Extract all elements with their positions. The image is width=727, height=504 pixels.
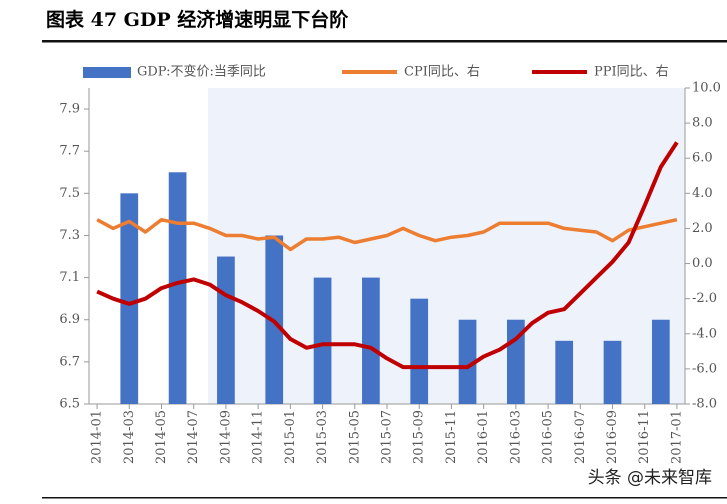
x-tick-label: 2016-03 bbox=[508, 410, 523, 464]
line bbox=[96, 141, 679, 370]
y2-tick-label: 6.0 bbox=[692, 151, 713, 166]
y-tick-label: 7.1 bbox=[59, 270, 80, 285]
bottom-rule bbox=[42, 497, 727, 499]
y2-tick-label: -6.0 bbox=[692, 361, 717, 376]
legend-swatch bbox=[83, 67, 131, 78]
x-tick-label: 2016-09 bbox=[605, 410, 620, 464]
bar bbox=[168, 172, 187, 404]
y2-tick-label: 4.0 bbox=[692, 186, 713, 201]
legend-label: PPI同比、右 bbox=[594, 65, 669, 80]
x-tick-label: 2015-11 bbox=[444, 410, 459, 464]
bar bbox=[120, 193, 139, 404]
x-tick-label: 2017-01 bbox=[669, 410, 684, 464]
x-tick-label: 2016-01 bbox=[476, 410, 491, 464]
bar bbox=[555, 340, 574, 404]
x-tick-label: 2016-05 bbox=[541, 410, 556, 464]
x-tick-label: 2015-05 bbox=[347, 410, 362, 464]
y-tick-label: 7.9 bbox=[59, 102, 80, 117]
x-tick-label: 2015-03 bbox=[315, 410, 330, 464]
legend-label: GDP:不变价:当季同比 bbox=[137, 64, 266, 80]
x-tick-label: 2014-11 bbox=[251, 410, 266, 464]
y2-tick-label: 0.0 bbox=[692, 256, 713, 271]
x-tick-label: 2014-01 bbox=[90, 410, 105, 464]
y-tick-label: 6.7 bbox=[59, 354, 80, 369]
x-tick-label: 2015-07 bbox=[380, 410, 395, 464]
x-tick-label: 2014-03 bbox=[122, 410, 137, 464]
title-rule bbox=[42, 40, 727, 43]
chart-title: 图表 47 GDP 经济增速明显下台阶 bbox=[46, 8, 349, 31]
x-tick-label: 2014-07 bbox=[186, 410, 201, 464]
bar bbox=[651, 319, 670, 404]
line bbox=[96, 217, 678, 252]
bar bbox=[410, 298, 429, 404]
bar bbox=[313, 277, 332, 404]
legend-label: CPI同比、右 bbox=[404, 65, 480, 80]
y2-tick-label: 8.0 bbox=[692, 116, 713, 131]
x-tick-label: 2015-01 bbox=[283, 410, 298, 464]
bar bbox=[458, 319, 477, 404]
bar bbox=[603, 340, 622, 404]
y2-tick-label: -8.0 bbox=[692, 397, 717, 412]
bar bbox=[217, 256, 235, 404]
watermark: 头条 @未来智库 bbox=[588, 468, 712, 488]
y-tick-label: 7.7 bbox=[59, 144, 80, 159]
y-tick-label: 6.9 bbox=[59, 312, 80, 327]
y-tick-label: 6.5 bbox=[59, 397, 80, 412]
x-tick-label: 2014-09 bbox=[218, 410, 233, 464]
bar bbox=[362, 277, 380, 404]
x-tick-label: 2015-09 bbox=[412, 410, 427, 464]
y2-tick-label: 2.0 bbox=[692, 221, 713, 236]
y2-tick-label: -2.0 bbox=[692, 291, 717, 306]
x-tick-label: 2016-07 bbox=[573, 410, 588, 464]
y2-tick-label: 10.0 bbox=[692, 81, 721, 96]
y2-tick-label: -4.0 bbox=[692, 326, 717, 341]
x-tick-label: 2016-11 bbox=[637, 410, 652, 464]
y-tick-label: 7.5 bbox=[59, 186, 80, 201]
x-tick-label: 2014-05 bbox=[154, 410, 169, 464]
y-tick-label: 7.3 bbox=[59, 228, 80, 243]
